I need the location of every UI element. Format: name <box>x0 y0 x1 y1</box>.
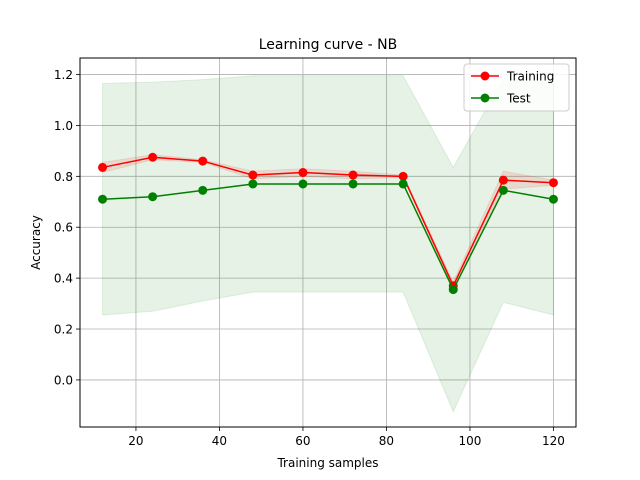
y-tick-label: 0.4 <box>54 272 73 286</box>
data-point-test <box>448 285 458 295</box>
x-tick-label: 120 <box>542 434 565 448</box>
x-tick-label: 40 <box>212 434 227 448</box>
legend: Training Test <box>463 63 570 112</box>
data-point-test <box>398 179 408 189</box>
data-point-training <box>148 152 158 162</box>
x-tick-label: 100 <box>458 434 481 448</box>
series-lines <box>98 152 558 295</box>
series-line-test <box>102 183 554 292</box>
legend-label-test: Test <box>506 92 531 106</box>
y-axis-label: Accuracy <box>29 215 43 270</box>
data-point-test <box>248 179 258 189</box>
series-line-training <box>102 156 554 288</box>
data-point-training <box>198 156 208 166</box>
x-axis-label: Training samples <box>276 456 378 470</box>
axis-ticks: 20 40 60 80 100 120 0.0 0.2 0.4 0.6 0.8 1.0 1.2 <box>54 68 565 448</box>
y-tick-label: 1.0 <box>54 119 73 133</box>
legend-marker-test <box>480 93 490 103</box>
x-tick-label: 60 <box>295 434 310 448</box>
y-tick-label: 0.6 <box>54 221 73 235</box>
y-tick-label: 1.2 <box>54 68 73 82</box>
data-point-training <box>398 171 408 181</box>
y-tick-label: 0.0 <box>54 373 73 387</box>
y-tick-label: 0.8 <box>54 170 73 184</box>
confidence-bands <box>102 75 554 413</box>
data-point-test <box>348 179 358 189</box>
legend-marker-training <box>480 71 490 81</box>
x-tick-label: 80 <box>379 434 394 448</box>
y-tick-label: 0.2 <box>54 323 73 337</box>
data-point-test <box>98 194 108 204</box>
data-point-test <box>298 179 308 189</box>
grid-lines <box>80 58 576 427</box>
chart-title: Learning curve - NB <box>259 37 397 53</box>
data-point-test <box>148 192 158 202</box>
data-point-test <box>548 194 558 204</box>
data-point-training <box>348 170 358 180</box>
plot-frame <box>79 57 577 428</box>
data-point-training <box>248 170 258 180</box>
x-tick-label: 20 <box>128 434 143 448</box>
data-point-training <box>548 178 558 188</box>
data-point-test <box>498 185 508 195</box>
data-point-training <box>298 168 308 178</box>
data-point-training <box>98 162 108 172</box>
data-point-training <box>498 175 508 185</box>
legend-label-training: Training <box>506 70 554 84</box>
data-point-test <box>198 185 208 195</box>
band-test <box>102 75 554 413</box>
